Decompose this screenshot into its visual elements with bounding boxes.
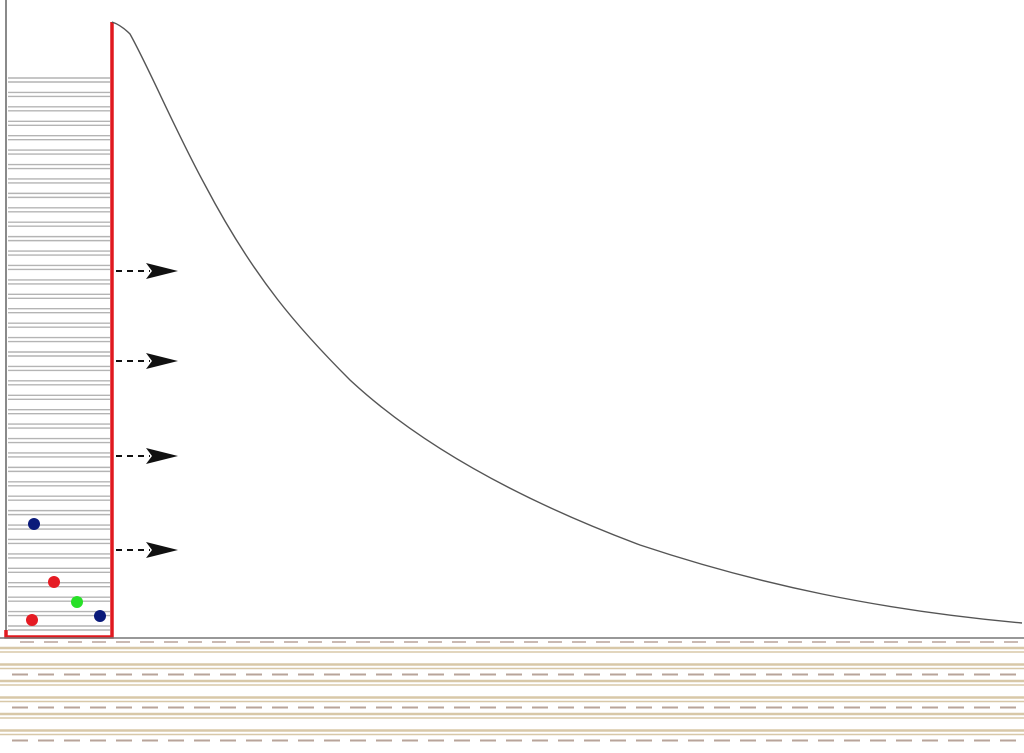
source-layer — [8, 77, 110, 83]
particle-red — [26, 614, 38, 626]
source-layer — [8, 452, 110, 458]
source-layer — [8, 524, 110, 530]
ground-row — [0, 696, 1024, 709]
source-layer — [8, 279, 110, 285]
ground-row — [0, 729, 1024, 742]
source-layer — [8, 91, 110, 98]
arrow-head — [146, 542, 178, 558]
source-layer — [8, 351, 110, 357]
diffusion-arrow — [116, 263, 178, 279]
particle-blue — [94, 610, 106, 622]
source-layer — [8, 264, 110, 271]
source-layer — [8, 178, 110, 184]
source-layer — [8, 610, 110, 617]
source-layer — [8, 120, 110, 126]
particle-red — [48, 576, 60, 588]
source-layer — [8, 106, 110, 112]
source-layer — [8, 308, 110, 314]
arrow-head — [146, 353, 178, 369]
source-layer — [8, 322, 110, 328]
source-layer — [8, 423, 110, 429]
diffusion-arrows — [116, 263, 178, 558]
arrow-head — [146, 448, 178, 464]
source-layers — [8, 77, 110, 631]
source-layer — [8, 235, 110, 242]
diffusion-arrow — [116, 542, 178, 558]
particle-blue — [28, 518, 40, 530]
ground-row — [0, 679, 1024, 686]
diffusion-arrow — [116, 448, 178, 464]
source-layer — [8, 336, 110, 343]
source-layer — [8, 134, 110, 141]
source-layer — [8, 394, 110, 400]
ground-row — [0, 663, 1024, 676]
source-layer — [8, 509, 110, 516]
source-layer — [8, 221, 110, 227]
arrow-head — [146, 263, 178, 279]
particles — [26, 518, 106, 626]
ground-substrate — [0, 637, 1024, 753]
ground-row — [0, 646, 1024, 653]
ground-row — [0, 712, 1024, 719]
source-layer — [8, 149, 110, 155]
barrier-wall — [4, 22, 114, 639]
source-layer — [8, 408, 110, 415]
source-layer — [8, 495, 110, 501]
source-layer — [8, 466, 110, 473]
source-layer — [8, 380, 110, 386]
source-layer — [8, 567, 110, 574]
decay-curve — [111, 21, 1023, 624]
diffusion-arrow — [116, 353, 178, 369]
source-layer — [8, 163, 110, 170]
source-layer — [8, 553, 110, 559]
source-layer — [8, 625, 110, 631]
source-layer — [8, 481, 110, 487]
source-layer — [8, 192, 110, 199]
particle-green — [71, 596, 83, 608]
source-layer — [8, 365, 110, 372]
source-layer — [8, 437, 110, 444]
source-layer — [8, 293, 110, 300]
source-layer — [8, 250, 110, 256]
source-layer — [8, 207, 110, 213]
source-layer — [8, 538, 110, 545]
source-layer — [8, 596, 110, 602]
